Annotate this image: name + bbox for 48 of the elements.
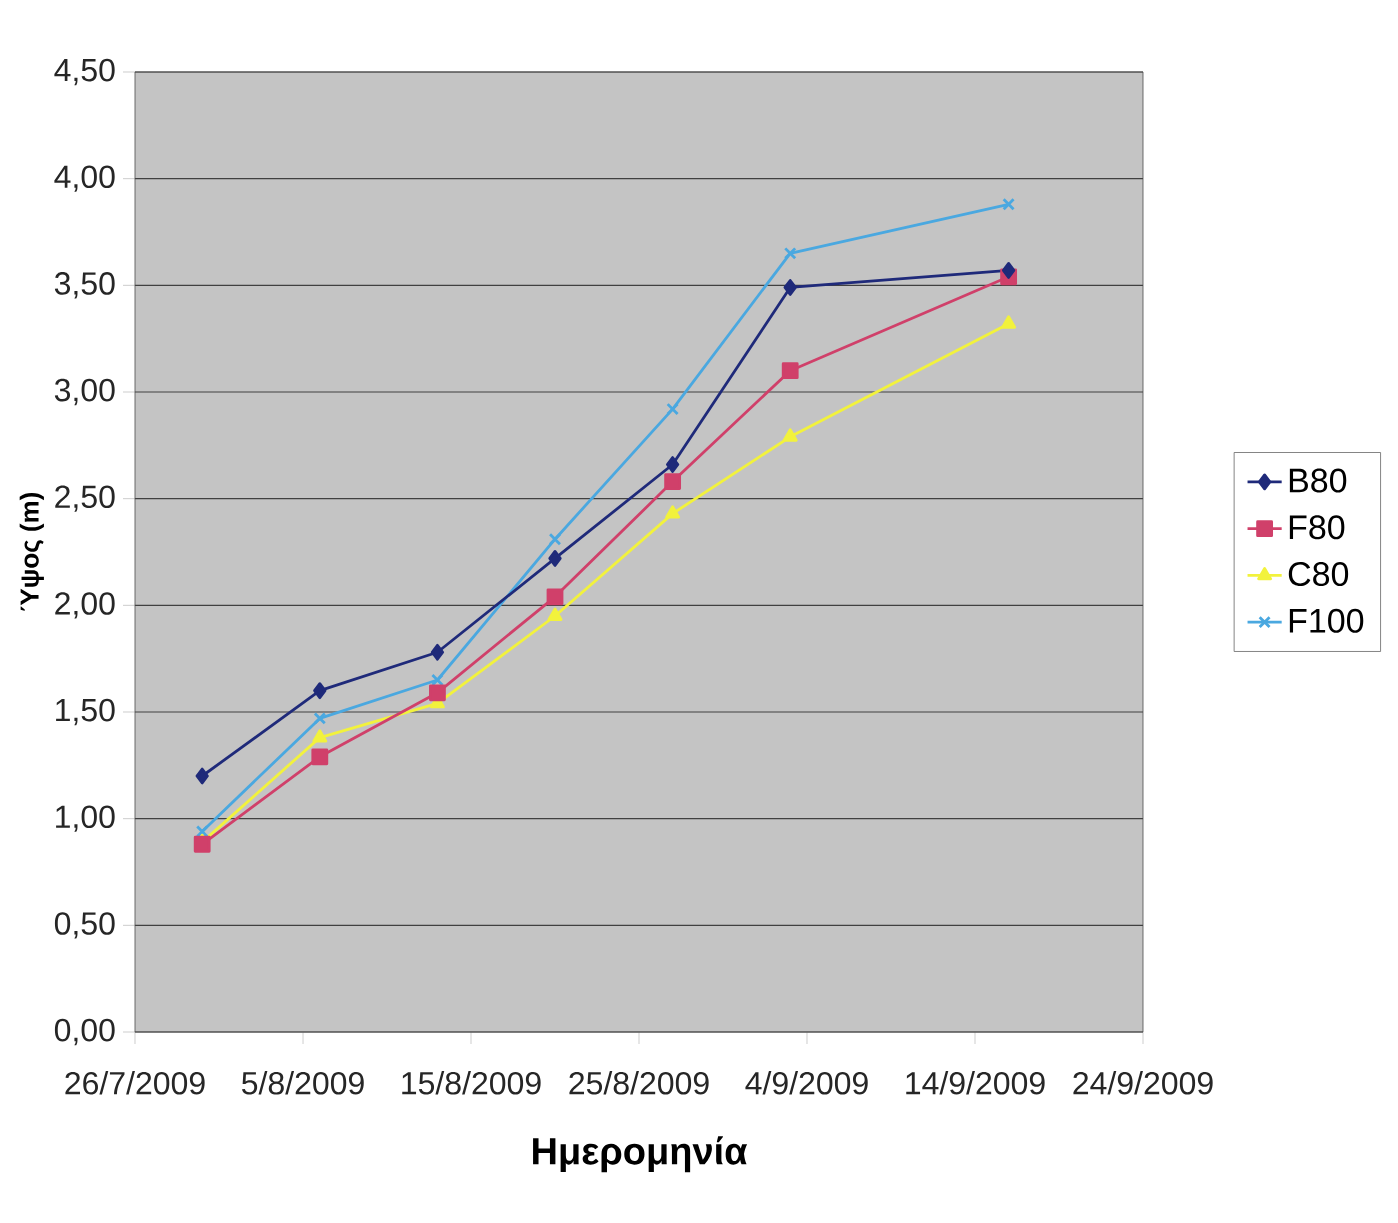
legend-label: B80 — [1289, 468, 1347, 493]
point — [665, 505, 681, 519]
y-tick-label: 1,00 — [56, 805, 115, 832]
point — [666, 402, 679, 416]
y-axis-title: Ύψος (m) — [19, 492, 44, 611]
point — [1001, 315, 1017, 329]
point — [193, 835, 211, 853]
point — [313, 682, 327, 700]
point — [195, 767, 209, 785]
x-tick-label: 14/9/2009 — [906, 1071, 1045, 1095]
point — [548, 532, 562, 546]
point — [195, 825, 209, 838]
x-tick-label: 5/8/2009 — [242, 1071, 364, 1095]
point — [783, 246, 797, 260]
point — [431, 673, 444, 687]
point — [547, 607, 563, 621]
y-tick-label: 1,50 — [56, 698, 115, 726]
x-tick-label: 4/9/2009 — [745, 1071, 868, 1095]
y-tick-label: 2,00 — [55, 592, 115, 619]
point — [1001, 262, 1016, 279]
y-tick-label: 4,50 — [54, 58, 115, 86]
legend-label: F80 — [1289, 515, 1345, 540]
x-tick-label: 26/7/2009 — [65, 1071, 205, 1095]
point — [781, 362, 799, 380]
point — [548, 550, 562, 567]
point — [312, 729, 328, 743]
point — [311, 748, 329, 766]
legend-label: F100 — [1289, 608, 1364, 633]
x-tick-label: 15/8/2009 — [402, 1071, 541, 1095]
point — [664, 473, 682, 490]
legend-label: C80 — [1288, 562, 1349, 587]
point — [1002, 197, 1015, 211]
x-tick-label: 24/9/2009 — [1073, 1071, 1213, 1095]
y-tick-label: 4,00 — [54, 165, 115, 192]
point — [313, 712, 327, 725]
y-tick-label: 0,50 — [54, 912, 115, 939]
y-tick-label: 3,50 — [54, 272, 115, 299]
x-axis-title: Ημερομηνία — [533, 1136, 748, 1173]
point — [430, 643, 445, 661]
y-tick-label: 3,00 — [54, 378, 115, 406]
point — [782, 428, 798, 442]
x-tick-label: 25/8/2009 — [569, 1071, 709, 1095]
y-tick-label: 2,50 — [55, 485, 115, 512]
point — [783, 279, 797, 296]
point — [429, 684, 446, 702]
point — [665, 456, 680, 473]
point — [546, 588, 564, 606]
y-tick-label: 0,00 — [54, 1018, 115, 1046]
